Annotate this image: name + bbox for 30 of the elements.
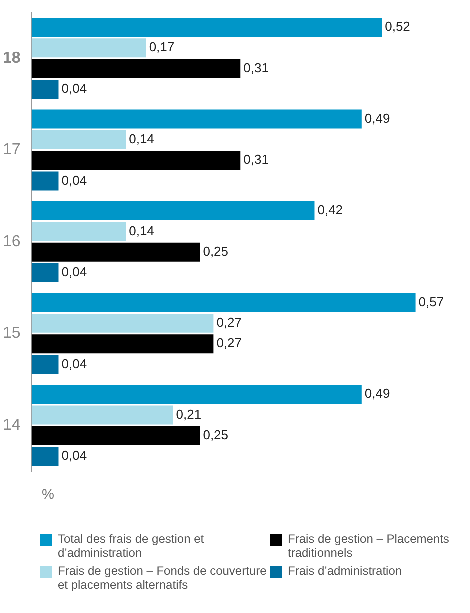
data-label: 0,31 [244,60,269,76]
data-label: 0,04 [62,356,88,372]
data-label: 0,27 [216,315,242,330]
legend-label: Frais de gestion – Fonds de couverture et placements alternatifs [58,564,268,592]
data-label: 0,31 [244,152,269,168]
legend-label: Frais d’administration [288,564,402,578]
y-tick-label: 17 [3,142,21,159]
data-label: 0,04 [62,264,88,280]
data-label: 0,25 [203,427,229,442]
y-tick-label: 18 [3,50,21,67]
legend-label: Frais de gestion – Placements traditionnels [288,532,450,560]
data-label: 0,25 [203,244,229,259]
y-tick-label: 16 [3,233,21,250]
data-label: 0,04 [62,448,88,464]
data-label: 0,04 [62,172,88,188]
data-label: 0,14 [129,131,154,146]
data-label: 0,21 [176,406,202,422]
data-label: 0,49 [364,110,390,126]
data-label: 0,49 [364,386,390,402]
data-label: 0,04 [62,81,88,96]
y-tick-label: 15 [3,325,21,342]
data-label: 0,27 [216,336,242,351]
y-tick-label: 14 [3,416,21,434]
data-label: 0,52 [385,19,410,34]
data-label: 0,57 [418,294,444,310]
legend-label: Total des frais de gestion et d’administration [58,532,206,560]
data-label: 0,17 [149,40,175,55]
data-label: 0,14 [129,223,154,238]
x-axis-title: % [42,486,54,502]
data-label: 0,42 [318,202,344,218]
